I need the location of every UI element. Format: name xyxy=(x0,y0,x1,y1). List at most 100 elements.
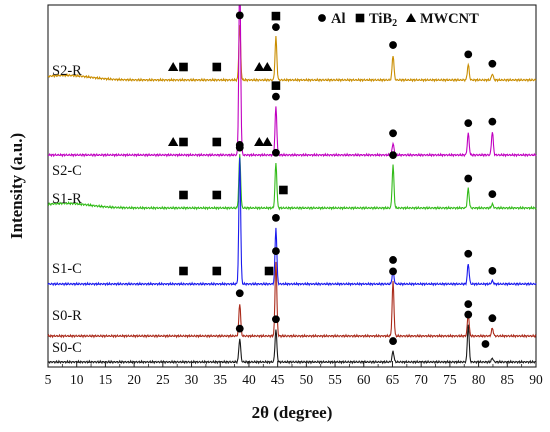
tib2-peak-marker xyxy=(179,62,188,72)
tib2-peak-marker xyxy=(212,62,222,72)
series-label-s0-r: S0-R xyxy=(52,308,82,324)
al-peak-marker xyxy=(488,314,497,323)
legend-label-al: Al xyxy=(331,11,346,27)
al-peak-marker xyxy=(235,11,244,20)
x-tick-label: 40 xyxy=(242,372,256,387)
legend: Al TiB2 MWCNT xyxy=(318,11,479,29)
tib2-peak-marker xyxy=(212,266,222,276)
mwcnt-peak-marker xyxy=(254,137,265,146)
series-label-s1-c: S1-C xyxy=(52,261,82,277)
x-tick-label: 50 xyxy=(300,372,314,387)
mwcnt-peak-marker xyxy=(262,62,273,71)
tib2-peak-marker xyxy=(271,11,281,21)
tib2-peak-marker xyxy=(179,190,188,200)
x-tick-label: 20 xyxy=(127,372,141,387)
al-peak-marker xyxy=(272,247,280,256)
al-peak-marker xyxy=(389,267,397,276)
marker-layer xyxy=(167,11,497,348)
x-tick-label: 80 xyxy=(472,372,486,387)
x-tick-label: 65 xyxy=(386,372,400,387)
al-peak-marker xyxy=(389,256,397,264)
al-peak-marker xyxy=(464,50,473,59)
x-tick-label: 35 xyxy=(213,372,227,387)
tib2-peak-marker xyxy=(212,137,222,147)
x-tick-label: 70 xyxy=(414,372,428,387)
markers-s2-c xyxy=(167,81,497,147)
al-peak-marker xyxy=(272,315,280,324)
x-tick-label: 90 xyxy=(529,372,543,387)
mwcnt-peak-marker xyxy=(405,13,417,22)
al-peak-marker xyxy=(464,119,473,128)
series-line-s2-r xyxy=(47,25,537,83)
series-label-s1-r: S1-R xyxy=(52,191,82,207)
series-s0-c xyxy=(47,324,537,365)
markers-s0-r xyxy=(235,247,497,323)
al-peak-marker xyxy=(272,92,280,101)
series-s1-c xyxy=(47,157,537,287)
mwcnt-peak-marker xyxy=(167,62,179,71)
markers-s2-r xyxy=(167,11,497,72)
al-peak-marker xyxy=(389,41,397,49)
series-s0-r xyxy=(47,261,537,339)
mwcnt-peak-marker xyxy=(167,137,179,146)
tib2-peak-marker xyxy=(179,137,188,147)
al-peak-marker xyxy=(389,151,397,160)
al-peak-marker xyxy=(488,190,497,199)
al-peak-marker xyxy=(235,143,244,152)
mwcnt-peak-marker xyxy=(254,62,265,71)
al-peak-marker xyxy=(464,310,473,319)
x-tick-label: 5 xyxy=(45,372,52,387)
mwcnt-peak-marker xyxy=(262,137,273,146)
plot-frame xyxy=(47,4,537,368)
x-axis: 5 10 15 20 25 30 35 40 45 50 55 60 65 70 75 80 85 90 xyxy=(45,361,543,387)
al-peak-marker xyxy=(389,337,397,345)
series-s2-r xyxy=(47,25,537,83)
series-s1-r xyxy=(47,154,537,211)
series-line-s1-r xyxy=(47,154,537,211)
series-line-s1-c xyxy=(47,157,537,287)
tib2-peak-marker xyxy=(271,81,281,90)
al-peak-marker xyxy=(464,249,473,258)
y-axis-label: Intensity (a.u.) xyxy=(7,133,26,239)
x-tick-label: 45 xyxy=(271,372,285,387)
x-tick-label: 85 xyxy=(501,372,515,387)
al-peak-marker xyxy=(272,23,280,31)
x-tick-label: 75 xyxy=(443,372,457,387)
al-peak-marker xyxy=(481,340,490,348)
tib2-peak-marker xyxy=(179,266,188,276)
markers-s1-c xyxy=(179,143,497,276)
series-line-s0-r xyxy=(47,261,537,339)
al-peak-marker xyxy=(464,300,473,309)
tib2-peak-marker xyxy=(212,190,222,200)
legend-label-tib: TiB2 xyxy=(369,11,397,29)
al-peak-marker xyxy=(488,266,497,275)
al-peak-marker xyxy=(464,174,473,183)
x-tick-label: 25 xyxy=(156,372,170,387)
al-peak-marker xyxy=(235,324,244,333)
series-line-s0-c xyxy=(47,324,537,365)
series-s2-c xyxy=(47,5,537,158)
markers-s1-r xyxy=(179,141,497,200)
x-tick-label: 15 xyxy=(99,372,113,387)
series-label-s0-c: S0-C xyxy=(52,340,82,356)
label-layer: S2-R S2-C S1-R S1-C S0-R S0-C xyxy=(52,63,82,356)
x-tick-label: 60 xyxy=(357,372,371,387)
legend-label-mwcnt: MWCNT xyxy=(420,11,479,27)
x-axis-label: 2θ (degree) xyxy=(252,403,333,422)
al-peak-marker xyxy=(272,148,280,157)
series-label-s2-c: S2-C xyxy=(52,163,82,179)
al-peak-marker xyxy=(318,14,326,22)
markers-s0-c xyxy=(235,310,490,348)
al-peak-marker xyxy=(235,289,244,298)
series-layer xyxy=(47,5,537,365)
al-peak-marker xyxy=(389,129,397,138)
al-peak-marker xyxy=(488,117,497,126)
tib2-peak-marker xyxy=(279,185,288,195)
series-line-s2-c xyxy=(47,5,537,158)
series-label-s2-r: S2-R xyxy=(52,63,82,79)
tib2-peak-marker xyxy=(355,13,365,23)
x-tick-label: 10 xyxy=(70,372,84,387)
x-tick-label: 30 xyxy=(185,372,199,387)
tib2-peak-marker xyxy=(264,266,274,276)
